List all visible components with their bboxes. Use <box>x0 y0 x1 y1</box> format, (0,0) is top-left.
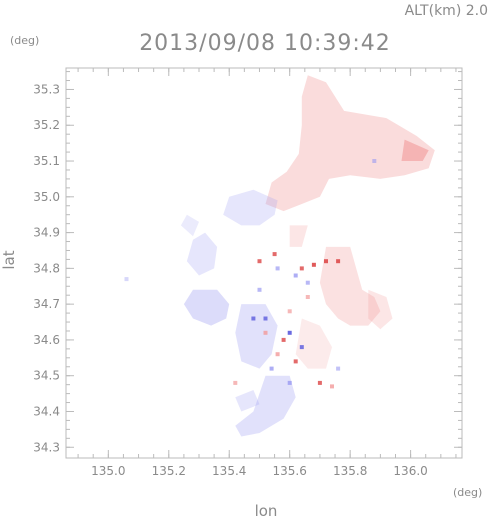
y-unit-label: (deg) <box>10 34 39 47</box>
echo-speckle-negative <box>251 316 256 321</box>
echo-speckle-positive <box>336 259 341 264</box>
echo-region-positive <box>401 139 429 161</box>
x-tick-label: 136.0 <box>393 464 427 478</box>
echo-region-positive <box>295 318 332 369</box>
echo-speckle-negative <box>287 330 292 335</box>
echo-region-negative <box>235 390 260 412</box>
echo-speckle-negative <box>293 273 298 278</box>
echo-speckle-positive <box>263 330 268 335</box>
echo-speckle-positive <box>317 380 322 385</box>
x-tick-label: 135.0 <box>91 464 125 478</box>
echo-speckle-negative <box>275 266 280 271</box>
altitude-label: ALT(km) 2.0 <box>405 3 488 19</box>
y-tick-label: 34.9 <box>33 226 60 240</box>
data-layer <box>124 75 435 437</box>
echo-speckle-positive <box>272 252 277 257</box>
echo-speckle-negative <box>299 345 304 350</box>
echo-region-positive <box>265 75 435 212</box>
y-tick-label: 35.2 <box>33 118 60 132</box>
echo-speckle-negative <box>336 366 341 371</box>
echo-speckle-positive <box>275 352 280 357</box>
y-tick-label: 35.0 <box>33 190 60 204</box>
echo-speckle-negative <box>287 380 292 385</box>
y-tick-label: 35.3 <box>33 82 60 96</box>
y-tick-label: 34.4 <box>33 404 60 418</box>
echo-region-negative <box>183 289 230 326</box>
echo-speckle-positive <box>311 262 316 267</box>
echo-region-positive <box>368 289 393 330</box>
echo-region-negative <box>180 214 199 237</box>
x-tick-label: 135.2 <box>152 464 186 478</box>
plot-frame <box>65 67 463 459</box>
chart-title: 2013/09/08 10:39:42 <box>139 31 391 56</box>
echo-region-positive <box>289 225 308 247</box>
x-tick-label: 135.6 <box>273 464 307 478</box>
echo-region-negative <box>235 375 296 437</box>
echo-speckle-positive <box>233 380 238 385</box>
echo-speckle-positive <box>287 309 292 314</box>
echo-speckle-negative <box>269 366 274 371</box>
y-tick-label: 35.1 <box>33 154 60 168</box>
x-axis-label: lon <box>255 502 278 520</box>
y-tick-label: 34.8 <box>33 261 60 275</box>
y-tick-label: 34.5 <box>33 369 60 383</box>
echo-speckle-negative <box>124 277 129 282</box>
echo-region-negative <box>223 189 278 226</box>
y-tick-label: 34.3 <box>33 440 60 454</box>
echo-region-positive <box>319 246 381 326</box>
echo-speckle-positive <box>299 266 304 271</box>
echo-region-negative <box>235 304 278 369</box>
tick-layer: 135.0 135.2 135.4 135.6 135.8 136.0 34.3 34.4 34… <box>33 68 462 478</box>
echo-speckle-positive <box>330 384 334 389</box>
echo-speckle-negative <box>305 280 310 285</box>
echo-speckle-negative <box>257 287 262 292</box>
echo-speckle-positive <box>293 359 298 364</box>
echo-speckle-positive <box>281 337 286 342</box>
x-tick-label: 135.4 <box>212 464 246 478</box>
echo-region-negative <box>186 232 218 276</box>
echo-speckle-positive <box>257 259 262 264</box>
x-unit-label: (deg) <box>453 486 482 499</box>
y-axis-label: lat <box>0 250 18 269</box>
echo-speckle-positive <box>324 259 328 264</box>
echo-speckle-positive <box>305 295 310 299</box>
x-tick-label: 135.8 <box>333 464 367 478</box>
y-tick-label: 34.6 <box>33 333 60 347</box>
y-tick-label: 34.7 <box>33 297 60 311</box>
echo-speckle-negative <box>372 159 377 163</box>
echo-speckle-negative <box>263 316 268 321</box>
